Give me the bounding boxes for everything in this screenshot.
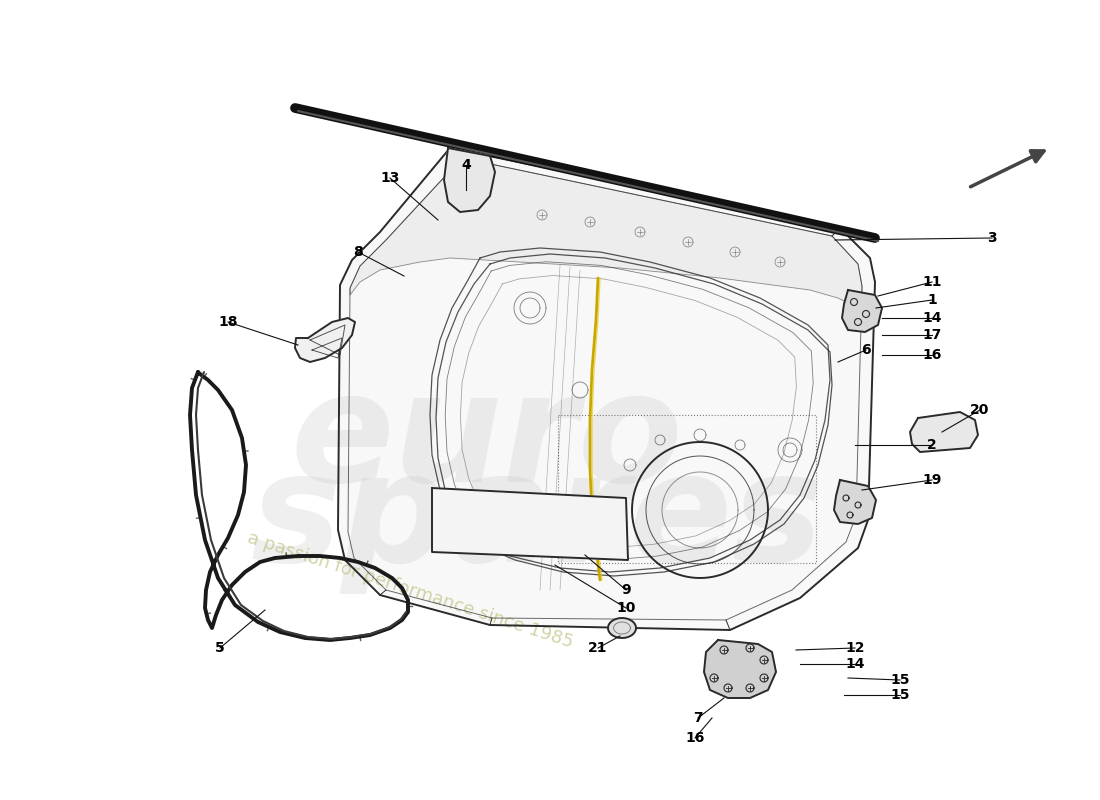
Text: 15: 15 <box>890 673 910 687</box>
Text: spares: spares <box>250 446 823 594</box>
Text: 17: 17 <box>922 328 942 342</box>
Text: 11: 11 <box>922 275 942 289</box>
Text: 4: 4 <box>461 158 471 172</box>
Polygon shape <box>608 618 636 638</box>
Polygon shape <box>338 148 874 630</box>
Polygon shape <box>295 318 355 362</box>
Text: 9: 9 <box>621 583 630 597</box>
Text: 12: 12 <box>845 641 865 655</box>
Polygon shape <box>910 412 978 452</box>
Text: 13: 13 <box>381 171 399 185</box>
Text: 3: 3 <box>987 231 997 245</box>
Text: a passion for performance since 1985: a passion for performance since 1985 <box>245 529 575 651</box>
Text: 5: 5 <box>216 641 224 655</box>
Polygon shape <box>444 148 495 212</box>
Polygon shape <box>350 158 862 310</box>
Text: 16: 16 <box>922 348 942 362</box>
Text: 8: 8 <box>353 245 363 259</box>
Polygon shape <box>432 488 628 560</box>
Polygon shape <box>834 480 876 524</box>
Text: 18: 18 <box>218 315 238 329</box>
Text: 21: 21 <box>588 641 607 655</box>
Text: 16: 16 <box>685 731 705 745</box>
Text: 19: 19 <box>922 473 942 487</box>
Text: 14: 14 <box>845 657 865 671</box>
Text: 15: 15 <box>890 688 910 702</box>
Text: 10: 10 <box>616 601 636 615</box>
Polygon shape <box>842 290 882 332</box>
Text: 6: 6 <box>861 343 871 357</box>
Text: 1: 1 <box>927 293 937 307</box>
Polygon shape <box>704 640 776 698</box>
Text: euro: euro <box>290 366 683 514</box>
Text: 2: 2 <box>927 438 937 452</box>
Text: 20: 20 <box>970 403 990 417</box>
Text: 7: 7 <box>693 711 703 725</box>
Text: 14: 14 <box>922 311 942 325</box>
